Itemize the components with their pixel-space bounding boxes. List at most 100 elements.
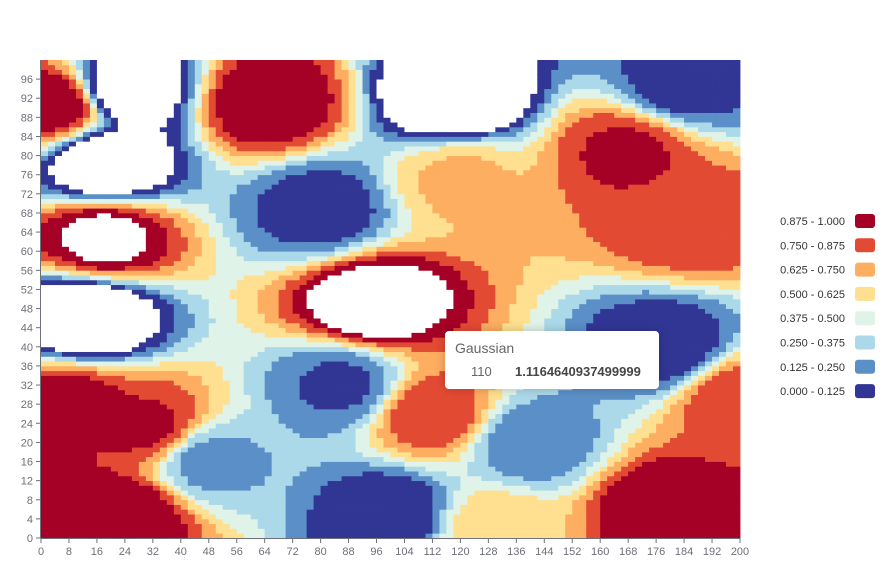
heatmap-cell[interactable] xyxy=(187,131,196,137)
heatmap-cell[interactable] xyxy=(264,413,273,419)
heatmap-cell[interactable] xyxy=(152,284,161,290)
heatmap-cell[interactable] xyxy=(320,471,328,477)
heatmap-cell[interactable] xyxy=(355,83,363,90)
heatmap-cell[interactable] xyxy=(243,356,252,362)
heatmap-cell[interactable] xyxy=(145,246,154,252)
heatmap-cell[interactable] xyxy=(166,217,175,223)
heatmap-cell[interactable] xyxy=(236,79,245,85)
heatmap-cell[interactable] xyxy=(334,160,342,166)
heatmap-cell[interactable] xyxy=(110,408,119,415)
heatmap-cell[interactable] xyxy=(54,284,63,290)
heatmap-cell[interactable] xyxy=(299,475,308,482)
heatmap-cell[interactable] xyxy=(152,370,161,376)
heatmap-cell[interactable] xyxy=(138,112,147,118)
heatmap-cell[interactable] xyxy=(320,389,328,395)
heatmap-cell[interactable] xyxy=(61,193,70,200)
heatmap-cell[interactable] xyxy=(334,370,342,376)
heatmap-cell[interactable] xyxy=(369,408,377,415)
heatmap-cell[interactable] xyxy=(166,308,175,314)
heatmap-cell[interactable] xyxy=(362,365,370,372)
heatmap-cell[interactable] xyxy=(54,126,63,133)
heatmap-cell[interactable] xyxy=(222,193,231,200)
heatmap-cell[interactable] xyxy=(145,112,154,118)
heatmap-cell[interactable] xyxy=(334,222,342,228)
heatmap-cell[interactable] xyxy=(68,370,77,376)
heatmap-cell[interactable] xyxy=(320,322,328,329)
heatmap-cell[interactable] xyxy=(54,270,63,276)
heatmap-cell[interactable] xyxy=(41,413,49,419)
heatmap-cell[interactable] xyxy=(299,356,308,362)
heatmap-cell[interactable] xyxy=(257,64,266,70)
heatmap-cell[interactable] xyxy=(194,179,203,185)
heatmap-cell[interactable] xyxy=(369,284,377,290)
heatmap-cell[interactable] xyxy=(215,494,224,501)
heatmap-cell[interactable] xyxy=(117,112,126,118)
heatmap-cell[interactable] xyxy=(250,356,259,362)
heatmap-cell[interactable] xyxy=(54,203,63,209)
heatmap-cell[interactable] xyxy=(271,475,280,482)
heatmap-cell[interactable] xyxy=(117,509,126,515)
heatmap-cell[interactable] xyxy=(117,174,126,180)
heatmap-cell[interactable] xyxy=(117,98,126,104)
heatmap-cell[interactable] xyxy=(250,227,259,233)
heatmap-cell[interactable] xyxy=(82,385,91,391)
heatmap-cell[interactable] xyxy=(96,475,105,482)
heatmap-cell[interactable] xyxy=(278,251,287,257)
heatmap-cell[interactable] xyxy=(96,131,105,137)
heatmap-cell[interactable] xyxy=(41,475,49,482)
heatmap-cell[interactable] xyxy=(145,255,154,262)
heatmap-cell[interactable] xyxy=(376,122,384,128)
heatmap-cell[interactable] xyxy=(47,160,56,166)
heatmap-cell[interactable] xyxy=(180,318,189,324)
heatmap-cell[interactable] xyxy=(47,284,56,290)
heatmap-cell[interactable] xyxy=(320,523,328,529)
heatmap-cell[interactable] xyxy=(341,466,349,472)
heatmap-cell[interactable] xyxy=(250,260,259,266)
heatmap-cell[interactable] xyxy=(222,284,231,290)
heatmap-cell[interactable] xyxy=(96,203,105,209)
heatmap-cell[interactable] xyxy=(173,74,182,80)
heatmap-cell[interactable] xyxy=(243,394,252,400)
heatmap-cell[interactable] xyxy=(271,179,280,185)
heatmap-cell[interactable] xyxy=(124,208,133,214)
heatmap-cell[interactable] xyxy=(61,136,70,142)
heatmap-cell[interactable] xyxy=(68,413,77,419)
heatmap-cell[interactable] xyxy=(271,289,280,295)
heatmap-cell[interactable] xyxy=(215,79,224,85)
heatmap-cell[interactable] xyxy=(124,337,133,343)
heatmap-cell[interactable] xyxy=(292,165,301,171)
heatmap-cell[interactable] xyxy=(236,418,245,424)
heatmap-cell[interactable] xyxy=(131,509,140,515)
heatmap-cell[interactable] xyxy=(306,456,315,462)
heatmap-cell[interactable] xyxy=(110,423,119,429)
heatmap-cell[interactable] xyxy=(138,456,147,462)
heatmap-cell[interactable] xyxy=(145,160,154,166)
heatmap-cell[interactable] xyxy=(369,299,377,305)
heatmap-cell[interactable] xyxy=(369,141,377,147)
heatmap-cell[interactable] xyxy=(362,289,370,295)
heatmap-cell[interactable] xyxy=(299,485,308,491)
heatmap-cell[interactable] xyxy=(138,490,147,496)
heatmap-cell[interactable] xyxy=(75,380,84,386)
heatmap-cell[interactable] xyxy=(383,79,391,85)
heatmap-cell[interactable] xyxy=(264,74,273,80)
heatmap-cell[interactable] xyxy=(285,303,294,309)
heatmap-cell[interactable] xyxy=(103,432,112,439)
heatmap-cell[interactable] xyxy=(159,165,168,171)
heatmap-cell[interactable] xyxy=(110,117,119,123)
heatmap-cell[interactable] xyxy=(215,308,224,314)
heatmap-cell[interactable] xyxy=(278,212,287,219)
heatmap-cell[interactable] xyxy=(41,380,49,386)
heatmap-cell[interactable] xyxy=(145,394,154,400)
heatmap-cell[interactable] xyxy=(376,246,384,252)
heatmap-cell[interactable] xyxy=(96,514,105,520)
heatmap-cell[interactable] xyxy=(96,423,105,429)
heatmap-cell[interactable] xyxy=(341,169,349,176)
heatmap-cell[interactable] xyxy=(152,408,161,415)
heatmap-cell[interactable] xyxy=(222,432,231,439)
heatmap-cell[interactable] xyxy=(110,184,119,190)
heatmap-cell[interactable] xyxy=(201,308,210,314)
heatmap-cell[interactable] xyxy=(215,284,224,290)
heatmap-cell[interactable] xyxy=(173,523,182,529)
heatmap-cell[interactable] xyxy=(215,533,224,539)
